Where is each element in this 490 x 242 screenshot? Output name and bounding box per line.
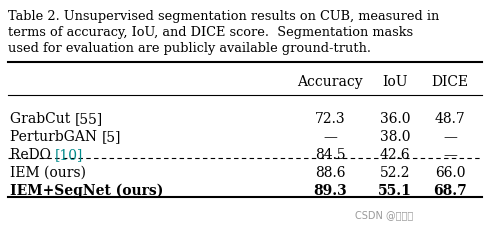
Text: Accuracy: Accuracy bbox=[297, 75, 363, 89]
Text: 55.1: 55.1 bbox=[378, 184, 412, 198]
Text: [55]: [55] bbox=[74, 112, 103, 126]
Text: [5]: [5] bbox=[101, 130, 121, 144]
Text: ReDO: ReDO bbox=[10, 148, 55, 162]
Text: 88.6: 88.6 bbox=[315, 166, 345, 180]
Text: DICE: DICE bbox=[431, 75, 468, 89]
Text: 68.7: 68.7 bbox=[433, 184, 467, 198]
Text: terms of accuracy, IoU, and DICE score.  Segmentation masks: terms of accuracy, IoU, and DICE score. … bbox=[8, 26, 413, 39]
Text: —: — bbox=[323, 130, 337, 144]
Text: 52.2: 52.2 bbox=[380, 166, 410, 180]
Text: CSDN @向岸看: CSDN @向岸看 bbox=[355, 210, 413, 220]
Text: 48.7: 48.7 bbox=[435, 112, 465, 126]
Text: —: — bbox=[443, 130, 457, 144]
Text: used for evaluation are publicly available ground-truth.: used for evaluation are publicly availab… bbox=[8, 42, 371, 55]
Text: 72.3: 72.3 bbox=[315, 112, 345, 126]
Text: 66.0: 66.0 bbox=[435, 166, 465, 180]
Text: [10]: [10] bbox=[55, 148, 84, 162]
Text: GrabCut: GrabCut bbox=[10, 112, 74, 126]
Text: 36.0: 36.0 bbox=[380, 112, 410, 126]
Text: PerturbGAN: PerturbGAN bbox=[10, 130, 101, 144]
Text: 84.5: 84.5 bbox=[315, 148, 345, 162]
Text: IoU: IoU bbox=[382, 75, 408, 89]
Text: —: — bbox=[443, 148, 457, 162]
Text: IEM+SegNet (ours): IEM+SegNet (ours) bbox=[10, 184, 163, 198]
Text: 38.0: 38.0 bbox=[380, 130, 410, 144]
Text: 42.6: 42.6 bbox=[380, 148, 410, 162]
Text: 89.3: 89.3 bbox=[313, 184, 347, 198]
Text: Table 2. Unsupervised segmentation results on CUB, measured in: Table 2. Unsupervised segmentation resul… bbox=[8, 10, 439, 23]
Text: IEM (ours): IEM (ours) bbox=[10, 166, 86, 180]
